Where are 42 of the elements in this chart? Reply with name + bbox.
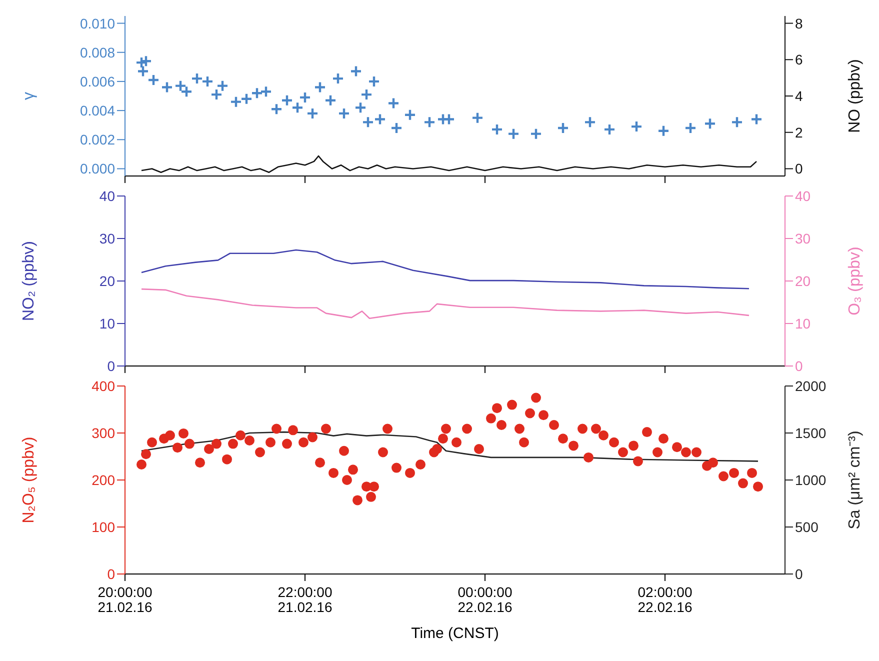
y-tick-label: 400 bbox=[92, 378, 116, 394]
y-tick-label: 0.000 bbox=[80, 160, 116, 177]
x-axis-title: Time (CNST) bbox=[411, 625, 499, 642]
y2-tick-label: 0 bbox=[795, 566, 803, 582]
y2-tick-label: 40 bbox=[795, 188, 811, 204]
y2-tick-label: 0 bbox=[795, 358, 803, 374]
y-axis-title: N₂O₅ (ppbv) bbox=[20, 436, 38, 524]
y2-tick-label: 4 bbox=[795, 88, 803, 104]
y2-tick-label: 0 bbox=[795, 160, 803, 177]
y-tick-label: 0.002 bbox=[80, 132, 116, 148]
y2-tick-label: 2000 bbox=[795, 378, 826, 394]
y-tick-label: 300 bbox=[92, 425, 116, 441]
x-tick-label: 02:00:00 22.02.16 bbox=[638, 584, 692, 615]
y-tick-label: 0 bbox=[107, 358, 116, 374]
y-axis-title: NO₂ (ppbv) bbox=[20, 240, 38, 322]
y2-tick-label: 20 bbox=[795, 273, 811, 289]
x-tick-label: 22:00:00 21.02.16 bbox=[278, 584, 332, 615]
y-tick-label: 30 bbox=[99, 230, 116, 246]
y2-axis-title: NO (ppbv) bbox=[846, 59, 864, 133]
y2-tick-label: 1500 bbox=[795, 425, 826, 441]
y-tick-label: 40 bbox=[99, 188, 116, 204]
y2-axis-title: Sa (μm² cm⁻³) bbox=[846, 430, 864, 530]
y-tick-label: 200 bbox=[92, 472, 116, 488]
y-axis-title: γ bbox=[20, 92, 38, 100]
y2-axis-title: O₃ (ppbv) bbox=[846, 246, 864, 316]
y2-tick-label: 30 bbox=[795, 230, 811, 246]
y-tick-label: 20 bbox=[99, 273, 116, 289]
y-tick-label: 10 bbox=[99, 316, 116, 332]
y-tick-label: 0.004 bbox=[80, 102, 116, 119]
x-tick-label: 20:00:00 21.02.16 bbox=[98, 584, 152, 615]
y2-tick-label: 500 bbox=[795, 519, 819, 535]
y2-tick-label: 2 bbox=[795, 124, 803, 140]
y2-tick-label: 8 bbox=[795, 15, 803, 32]
x-tick-label: 00:00:00 22.02.16 bbox=[458, 584, 512, 615]
y-tick-label: 0.008 bbox=[80, 44, 116, 60]
y2-tick-label: 6 bbox=[795, 52, 803, 68]
y-tick-label: 100 bbox=[92, 519, 116, 535]
y-tick-label: 0 bbox=[107, 566, 116, 582]
y-tick-label: 0.010 bbox=[80, 15, 116, 32]
y2-tick-label: 1000 bbox=[795, 472, 826, 488]
y-tick-label: 0.006 bbox=[80, 73, 116, 90]
y2-tick-label: 10 bbox=[795, 316, 811, 332]
